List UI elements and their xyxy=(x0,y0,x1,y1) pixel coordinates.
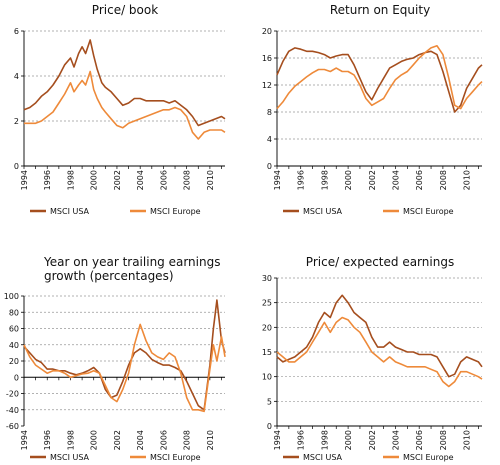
chart-panel-2: Return on Equity 0 4 8 12 16 20 1994 1996 1998 200… xyxy=(262,3,483,216)
x-tick-label: 2000 xyxy=(344,170,353,190)
x-tick-label: 1996 xyxy=(43,430,52,450)
legend-label: MSCI USA xyxy=(50,453,90,462)
x-tick-label: 2004 xyxy=(391,170,400,190)
series-line-msci-europe xyxy=(23,323,226,413)
legend-label: MSCI USA xyxy=(303,207,343,216)
x-tick-label: 1994 xyxy=(20,170,29,190)
x-tick-label: 2002 xyxy=(113,430,122,450)
x-tick-label: 1998 xyxy=(320,170,329,190)
chart-title: growth (percentages) xyxy=(44,269,174,283)
x-tick-label: 1996 xyxy=(297,170,306,190)
x-tick-label: 2008 xyxy=(183,170,192,190)
legend-label: MSCI Europe xyxy=(150,207,201,216)
x-tick-label: 2008 xyxy=(439,430,448,450)
y-tick-label: 6 xyxy=(14,27,19,36)
x-tick-label: 2000 xyxy=(90,430,99,450)
x-tick-label: 1996 xyxy=(297,430,306,450)
x-tick-label: 2006 xyxy=(159,170,168,190)
y-tick-label: 15 xyxy=(262,348,272,357)
x-tick-label: 2004 xyxy=(136,430,145,450)
x-tick-label: 2002 xyxy=(368,170,377,190)
x-tick-label: 1998 xyxy=(66,430,75,450)
y-tick-label: 12 xyxy=(262,81,272,90)
legend-label: MSCI Europe xyxy=(403,453,454,462)
y-tick-label: 25 xyxy=(262,299,272,308)
legend-label: MSCI Europe xyxy=(403,207,454,216)
x-tick-label: 2006 xyxy=(415,430,424,450)
y-tick-label: 30 xyxy=(262,274,272,283)
legend-label: MSCI USA xyxy=(303,453,343,462)
x-tick-label: 1994 xyxy=(20,430,29,450)
x-tick-label: 2008 xyxy=(439,170,448,190)
x-tick-label: 2000 xyxy=(90,170,99,190)
x-tick-label: 2010 xyxy=(206,430,215,450)
series-line-msci-usa xyxy=(23,39,226,127)
chart-panel-4: Price/ expected earnings 0 5 10 15 20 25 30 1994… xyxy=(262,255,483,462)
x-tick-label: 2010 xyxy=(206,170,215,190)
y-tick-label: 2 xyxy=(14,117,19,126)
x-tick-label: 2000 xyxy=(344,430,353,450)
y-tick-label: 10 xyxy=(262,373,272,382)
y-tick-label: 4 xyxy=(14,72,19,81)
y-tick-label: 5 xyxy=(267,397,272,406)
series-line-msci-europe xyxy=(24,70,226,140)
y-tick-label: 0 xyxy=(14,373,19,382)
series-line-msci-europe xyxy=(276,316,483,388)
y-tick-label: 0 xyxy=(267,162,272,171)
y-tick-label: 20 xyxy=(9,357,19,366)
series-line-msci-usa xyxy=(276,294,483,378)
series-line-msci-usa xyxy=(276,47,483,113)
legend-label: MSCI USA xyxy=(50,207,90,216)
x-tick-label: 1998 xyxy=(66,170,75,190)
x-tick-label: 2006 xyxy=(159,430,168,450)
y-tick-label: -60 xyxy=(6,422,19,431)
series-line-msci-europe xyxy=(276,44,483,110)
x-tick-label: 1998 xyxy=(320,430,329,450)
x-tick-label: 2004 xyxy=(136,170,145,190)
y-tick-label: 0 xyxy=(267,422,272,431)
x-tick-label: 2004 xyxy=(391,430,400,450)
y-tick-label: 4 xyxy=(267,135,272,144)
x-tick-label: 2008 xyxy=(183,430,192,450)
y-tick-label: 100 xyxy=(4,292,19,301)
y-tick-label: 16 xyxy=(262,54,272,63)
y-tick-label: 8 xyxy=(267,108,272,117)
legend-label: MSCI Europe xyxy=(150,453,201,462)
y-tick-label: -40 xyxy=(6,406,19,415)
x-tick-label: 1996 xyxy=(43,170,52,190)
y-tick-label: 60 xyxy=(9,325,19,334)
y-tick-label: 80 xyxy=(9,308,19,317)
y-tick-label: 20 xyxy=(262,27,272,36)
y-tick-label: 20 xyxy=(262,323,272,332)
x-tick-label: 2010 xyxy=(463,430,472,450)
chart-title: Price/ expected earnings xyxy=(306,255,454,269)
x-tick-label: 2002 xyxy=(113,170,122,190)
x-tick-label: 2006 xyxy=(415,170,424,190)
x-tick-label: 1994 xyxy=(273,430,282,450)
chart-panel-1: Price/ book 0 2 4 6 1994 1996 1998 2000 2002 2004 2… xyxy=(14,3,226,216)
chart-title: Price/ book xyxy=(92,3,158,17)
x-tick-label: 2002 xyxy=(368,430,377,450)
x-tick-label: 2010 xyxy=(463,170,472,190)
y-tick-label: 40 xyxy=(9,341,19,350)
chart-title: Year on year trailing earnings xyxy=(43,255,220,269)
y-tick-label: -20 xyxy=(6,390,19,399)
chart-title: Return on Equity xyxy=(330,3,430,17)
x-tick-label: 1994 xyxy=(273,170,282,190)
y-tick-label: 0 xyxy=(14,162,19,171)
